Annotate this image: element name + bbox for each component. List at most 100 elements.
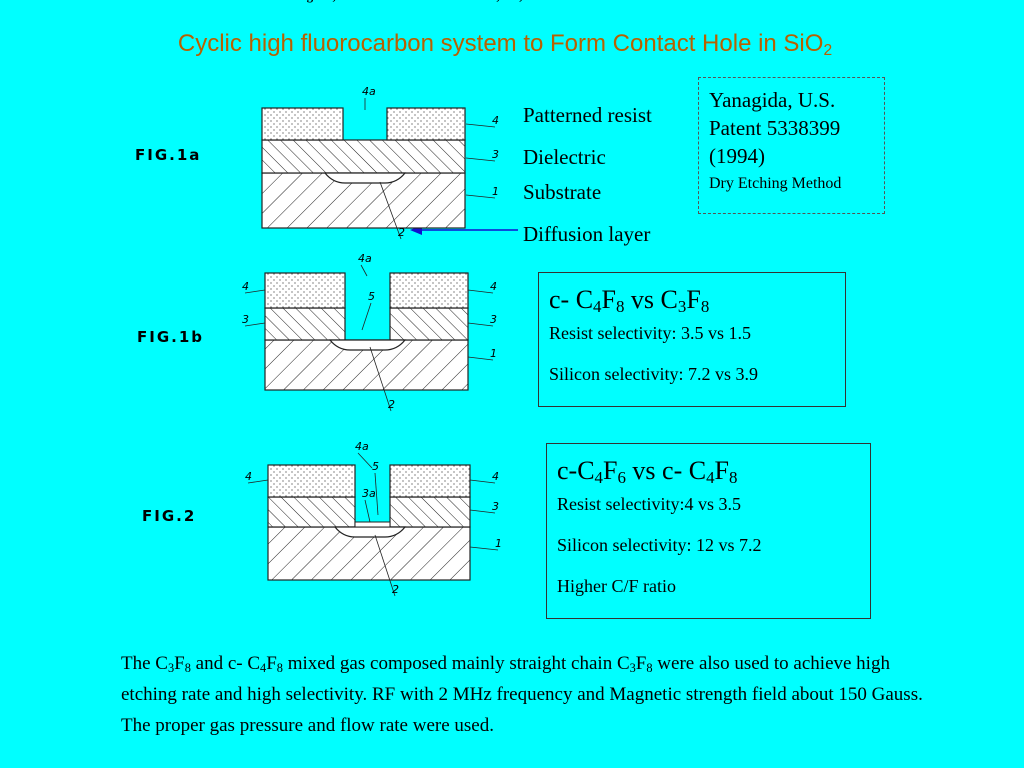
dielectric-pattern bbox=[262, 140, 465, 173]
subscript: 8 bbox=[615, 297, 625, 317]
text-run: vs C bbox=[624, 285, 678, 314]
leader-line bbox=[469, 479, 496, 484]
callout: 4a bbox=[355, 440, 369, 453]
resist-pattern bbox=[387, 108, 465, 140]
text-run: c- C bbox=[549, 285, 594, 314]
paragraph: The C3F8 and c- C4F8 mixed gas composed … bbox=[121, 648, 936, 741]
comparison-line: Resist selectivity:4 vs 3.5 bbox=[557, 494, 741, 514]
text-run: F bbox=[601, 285, 616, 314]
etch-layer bbox=[354, 521, 391, 528]
subscript: 8 bbox=[276, 661, 283, 676]
text-run: F bbox=[686, 285, 701, 314]
leader-line bbox=[465, 123, 496, 128]
text-run: F bbox=[174, 653, 185, 674]
leader-line bbox=[379, 181, 402, 240]
dielectric-pattern bbox=[390, 497, 470, 527]
leader-line bbox=[361, 302, 372, 331]
diffusion-layer bbox=[333, 526, 407, 538]
text-run: and c- C bbox=[190, 653, 261, 674]
subscript: 3 bbox=[167, 661, 175, 676]
text-run: Cyclic high fluorocarbon system to Form … bbox=[177, 30, 824, 57]
resist-pattern bbox=[390, 465, 470, 497]
text-run: F bbox=[266, 653, 277, 674]
subscript: 3 bbox=[677, 297, 687, 317]
comparison-heading: c-C4F6 vs c- C4F8 bbox=[557, 454, 860, 488]
leader-line bbox=[357, 452, 373, 469]
reference-line: (1994) bbox=[709, 144, 765, 168]
subscript: 8 bbox=[729, 468, 738, 488]
reference-line: Yanagida, U.S. bbox=[709, 88, 836, 112]
text-run: F bbox=[635, 653, 647, 674]
callout: 1 bbox=[495, 537, 502, 550]
leader-line bbox=[467, 356, 494, 361]
subscript: 8 bbox=[700, 297, 710, 317]
callout: 4 bbox=[490, 280, 497, 293]
reference-line: Patent 5338399 bbox=[709, 116, 841, 140]
callout: 3a bbox=[362, 487, 376, 500]
leader-line bbox=[374, 534, 396, 597]
callout: 2 bbox=[398, 226, 405, 239]
leader-line bbox=[467, 322, 494, 327]
dielectric-pattern bbox=[268, 497, 355, 527]
legend-item: Substrate bbox=[523, 180, 602, 204]
comparison-line: Resist selectivity: 3.5 vs 1.5 bbox=[549, 323, 751, 343]
leader-line bbox=[374, 472, 379, 516]
callout: 2 bbox=[392, 583, 399, 596]
header-text: 5,338,399 bbox=[490, 0, 542, 4]
callout: 2 bbox=[388, 398, 395, 411]
callout: 4a bbox=[358, 252, 372, 265]
title: Cyclic high fluorocarbon system to Form … bbox=[0, 30, 1010, 58]
subscript: 2 bbox=[823, 41, 833, 59]
dielectric-pattern bbox=[390, 308, 468, 340]
callout: 4a bbox=[362, 85, 376, 98]
callout: 3 bbox=[492, 148, 499, 161]
text-run: mixed gas composed mainly straight chain… bbox=[282, 653, 630, 674]
callout: 4 bbox=[242, 280, 249, 293]
text-run: F bbox=[603, 456, 618, 485]
leader-line bbox=[244, 322, 266, 327]
leader-line bbox=[465, 194, 496, 199]
callout: 3 bbox=[492, 500, 499, 513]
subscript: 4 bbox=[594, 468, 603, 488]
figure-label: FIG.1b bbox=[137, 328, 204, 346]
comparison-line: Silicon selectivity: 7.2 vs 3.9 bbox=[549, 364, 758, 384]
comparison-line: Higher C/F ratio bbox=[557, 576, 676, 596]
text-run: were also used to achieve high etching r… bbox=[121, 653, 923, 736]
header-text: U.S. Patent bbox=[60, 0, 122, 4]
resist-pattern bbox=[390, 273, 468, 308]
legend-item: Patterned resist bbox=[523, 103, 652, 127]
callout: 4 bbox=[492, 114, 499, 127]
reference-box: Yanagida, U.S. Patent 5338399 (1994) Dry… bbox=[698, 77, 885, 214]
subscript: 4 bbox=[260, 661, 267, 676]
subscript: 6 bbox=[617, 468, 626, 488]
leader-line bbox=[247, 479, 269, 484]
leader-line bbox=[360, 264, 368, 277]
header-text: Aug. 16, 1994 bbox=[290, 0, 365, 4]
comparison-box: c-C4F6 vs c- C4F8 Resist selectivity:4 vs… bbox=[546, 443, 871, 619]
resist-pattern bbox=[268, 465, 355, 497]
callout: 1 bbox=[492, 185, 499, 198]
legend-item: Dielectric bbox=[523, 145, 606, 169]
leader-line bbox=[469, 509, 496, 514]
comparison-heading: c- C4F8 vs C3F8 bbox=[549, 283, 835, 317]
callout: 1 bbox=[490, 347, 497, 360]
resist-pattern bbox=[265, 273, 345, 308]
callout: 4 bbox=[245, 470, 252, 483]
diffusion-layer bbox=[328, 339, 407, 351]
diffusion-layer bbox=[323, 172, 407, 184]
subscript: 4 bbox=[593, 297, 602, 317]
subscript: 4 bbox=[706, 468, 715, 488]
text-run: vs c- C bbox=[625, 456, 707, 485]
callout: 5 bbox=[372, 460, 379, 473]
patent-figures: FIG.1a 4a 4 3 1 2 FIG.1b 4a 4 5 4 3 3 1 2 FIG.2 4a 4 5 4 3a 3… bbox=[135, 85, 518, 597]
leader-line bbox=[469, 546, 499, 551]
text-run: c-C bbox=[557, 456, 595, 485]
reference-note: Dry Etching Method bbox=[709, 175, 842, 192]
text-run: F bbox=[714, 456, 730, 485]
callout: 5 bbox=[368, 290, 375, 303]
figure-label: FIG.1a bbox=[135, 146, 201, 164]
leader-line bbox=[369, 346, 392, 412]
leader-line bbox=[465, 157, 496, 162]
callout: 3 bbox=[490, 313, 497, 326]
